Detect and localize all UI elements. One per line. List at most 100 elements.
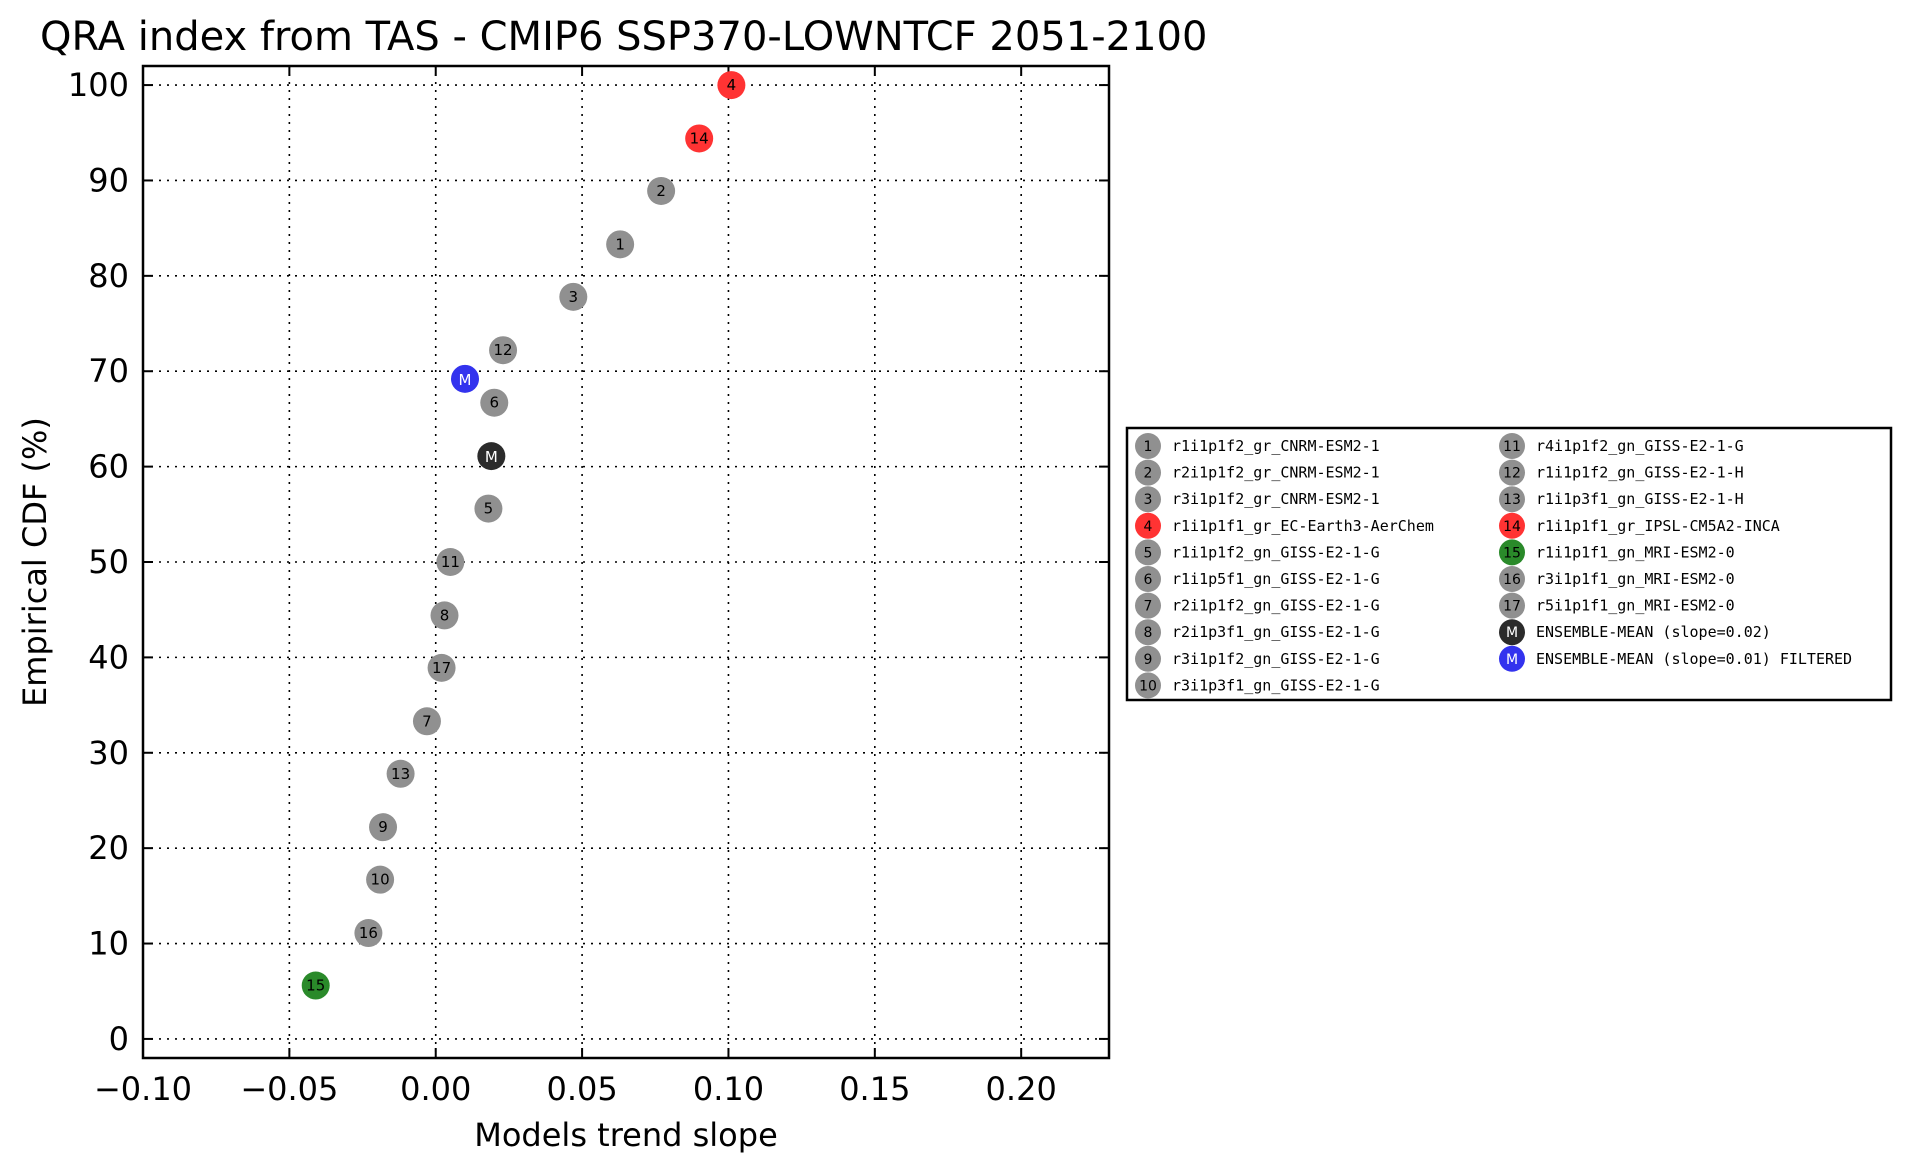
legend-marker-label: 17 [1503, 599, 1521, 615]
legend-item: 14 r1i1p1f1_gr_IPSL-CM5A2-INCA [1499, 512, 1780, 539]
y-tick-label: 80 [88, 257, 129, 295]
legend-item: 3 r3i1p1f2_gr_CNRM-ESM2-1 [1135, 486, 1380, 513]
legend-label: r1i1p5f1_gn_GISS-E2-1-G [1172, 570, 1380, 588]
legend-marker-label: 1 [1144, 439, 1153, 455]
legend-item: 4 r1i1p1f1_gr_EC-Earth3-AerChem [1135, 512, 1434, 539]
data-point-label: 1 [615, 235, 625, 253]
x-tick-label: −0.05 [240, 1070, 338, 1108]
legend-item: M ENSEMBLE-MEAN (slope=0.01) FILTERED [1499, 645, 1852, 672]
y-tick-label: 40 [88, 638, 129, 676]
data-point: 15 [301, 971, 330, 1000]
legend-item: 5 r1i1p1f2_gn_GISS-E2-1-G [1135, 539, 1380, 566]
data-point-marker [301, 971, 330, 1000]
legend-label: r1i1p1f1_gr_IPSL-CM5A2-INCA [1536, 517, 1780, 535]
data-point-label: 7 [422, 712, 432, 730]
legend-marker [1499, 645, 1525, 672]
data-point: 17 [427, 653, 456, 682]
legend-marker-label: 12 [1503, 466, 1521, 482]
legend-item: 17 r5i1p1f1_gn_MRI-ESM2-0 [1499, 592, 1735, 619]
data-point-label: M [485, 448, 498, 466]
legend-label: r1i1p1f1_gn_MRI-ESM2-0 [1536, 543, 1735, 561]
x-tick-label: 0.05 [546, 1070, 617, 1108]
legend-marker [1499, 459, 1525, 486]
data-point-label: 12 [494, 341, 513, 359]
legend-marker [1135, 459, 1161, 486]
legend-marker [1499, 566, 1525, 592]
legend-label: r3i1p1f1_gn_MRI-ESM2-0 [1536, 570, 1735, 588]
legend: 1 r1i1p1f2_gr_CNRM-ESM2-1 2 r2i1p1f2_gr_CNR… [1125, 426, 1893, 702]
y-axis-label: Empirical CDF (%) [16, 417, 54, 707]
x-tick-label: −0.10 [94, 1070, 192, 1108]
legend-label: r1i1p1f2_gr_CNRM-ESM2-1 [1172, 437, 1380, 455]
legend-item: 16 r3i1p1f1_gn_MRI-ESM2-0 [1499, 566, 1735, 592]
legend-marker [1499, 433, 1525, 459]
legend-item: M ENSEMBLE-MEAN (slope=0.02) [1499, 619, 1771, 646]
legend-label: r5i1p1f1_gn_MRI-ESM2-0 [1536, 597, 1735, 615]
legend-item: 13 r1i1p3f1_gn_GISS-E2-1-H [1499, 486, 1744, 513]
data-point-marker [354, 919, 383, 948]
legend-item: 7 r2i1p1f2_gn_GISS-E2-1-G [1135, 592, 1380, 619]
data-point-marker [685, 124, 714, 153]
y-tick-label: 30 [88, 734, 129, 772]
data-point-label: 17 [432, 659, 451, 677]
legend-marker-label: 10 [1139, 678, 1157, 694]
legend-label: r1i1p1f2_gn_GISS-E2-1-G [1172, 543, 1380, 561]
legend-marker-label: 7 [1144, 599, 1153, 615]
x-tick-label: 0.15 [839, 1070, 910, 1108]
data-point: 13 [386, 759, 415, 788]
data-point: 5 [474, 494, 503, 523]
legend-marker [1499, 512, 1525, 539]
legend-marker [1135, 619, 1161, 646]
data-point-label: 11 [441, 553, 460, 571]
data-point: 3 [559, 282, 588, 311]
data-point-marker [480, 388, 509, 417]
data-point: M [477, 442, 506, 471]
data-point-marker [369, 813, 398, 842]
axis-ticks: −0.10 −0.05 0.00 0.05 0.10 0.15 0.20 0 10 20 30 40 5… [68, 66, 1109, 1108]
y-tick-label: 100 [68, 66, 129, 104]
legend-marker-label: 8 [1144, 625, 1153, 641]
data-point: 10 [366, 865, 395, 894]
x-tick-label: 0.20 [986, 1070, 1057, 1108]
legend-item: 12 r1i1p1f2_gn_GISS-E2-1-H [1499, 459, 1744, 486]
chart-title: QRA index from TAS - CMIP6 SSP370-LOWNTC… [40, 14, 1207, 60]
data-point-marker [451, 364, 479, 393]
legend-marker-label: 16 [1503, 572, 1521, 588]
data-point-label: 16 [359, 924, 378, 942]
legend-item: 15 r1i1p1f1_gn_MRI-ESM2-0 [1499, 539, 1735, 566]
legend-item: 11 r4i1p1f2_gn_GISS-E2-1-G [1499, 433, 1744, 459]
data-point-label: 15 [306, 977, 325, 995]
data-point-label: 6 [489, 394, 499, 412]
legend-marker [1135, 433, 1161, 459]
legend-marker-label: 5 [1144, 545, 1153, 561]
data-point-label: 2 [656, 182, 666, 200]
data-point-marker [647, 176, 676, 205]
data-point-marker [559, 282, 588, 311]
y-tick-label: 50 [88, 543, 129, 581]
legend-label: r3i1p3f1_gn_GISS-E2-1-G [1172, 676, 1380, 694]
y-tick-label: 20 [88, 829, 129, 867]
data-point-marker [386, 759, 415, 788]
legend-item: 1 r1i1p1f2_gr_CNRM-ESM2-1 [1135, 433, 1380, 459]
data-point: 16 [354, 919, 383, 948]
legend-marker [1499, 486, 1525, 513]
data-point: 6 [480, 388, 509, 417]
legend-marker [1135, 645, 1161, 672]
legend-label: r3i1p1f2_gr_CNRM-ESM2-1 [1172, 490, 1380, 508]
data-point-marker [436, 548, 465, 576]
legend-label: r2i1p3f1_gn_GISS-E2-1-G [1172, 623, 1380, 641]
legend-label: r4i1p1f2_gn_GISS-E2-1-G [1536, 437, 1744, 455]
data-point-label: 5 [484, 500, 494, 518]
data-point-label: 8 [440, 606, 450, 624]
legend-marker-label: M [1506, 625, 1518, 641]
legend-label: r2i1p1f2_gr_CNRM-ESM2-1 [1172, 464, 1380, 482]
data-point: 1 [606, 230, 635, 259]
legend-label: r2i1p1f2_gn_GISS-E2-1-G [1172, 597, 1380, 615]
data-point: 8 [430, 601, 459, 630]
legend-item: 6 r1i1p5f1_gn_GISS-E2-1-G [1135, 566, 1380, 592]
data-point-marker [474, 494, 503, 523]
legend-item: 10 r3i1p3f1_gn_GISS-E2-1-G [1135, 672, 1380, 699]
y-tick-label: 10 [88, 925, 129, 963]
legend-item: 9 r3i1p1f2_gn_GISS-E2-1-G [1135, 645, 1380, 672]
